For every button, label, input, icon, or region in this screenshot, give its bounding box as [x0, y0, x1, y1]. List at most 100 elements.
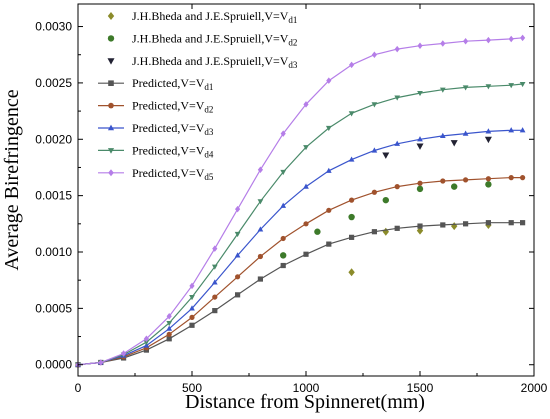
data-point [417, 136, 423, 142]
data-point [382, 196, 389, 204]
data-point [349, 197, 355, 203]
data-point [212, 308, 218, 314]
data-point [371, 189, 377, 195]
data-point [326, 77, 332, 84]
data-point [325, 167, 332, 173]
data-point [508, 83, 515, 89]
x-tick-label: 0 [75, 381, 82, 395]
legend-item: Predicted,V=Vd5 [98, 166, 214, 182]
data-point [371, 51, 377, 58]
legend-marker [108, 102, 114, 109]
data-point [348, 213, 355, 221]
data-point [519, 81, 526, 88]
data-point [234, 231, 241, 238]
legend-label: J.H.Bheda and J.E.Spruiell,V=Vd1 [132, 9, 297, 25]
data-point [234, 252, 241, 258]
data-point [166, 331, 172, 337]
data-point [348, 156, 355, 162]
data-point [508, 35, 514, 43]
legend-marker [108, 169, 114, 177]
data-point [211, 279, 218, 285]
data-point [235, 205, 241, 213]
series-experimental-d2 [280, 181, 492, 259]
data-point [325, 125, 332, 132]
legend-item: J.H.Bheda and J.E.Spruiell,V=Vd3 [107, 54, 298, 70]
data-point [280, 235, 286, 242]
y-tick-label: 0.0025 [35, 76, 72, 90]
data-point [280, 202, 287, 208]
data-point [485, 220, 491, 226]
data-point [394, 225, 400, 231]
legend-marker [107, 124, 115, 131]
data-point [280, 262, 286, 269]
x-tick-label: 500 [182, 381, 202, 395]
data-point [143, 335, 149, 343]
series-predicted-d3 [75, 127, 526, 367]
data-point [416, 143, 424, 150]
data-point [348, 268, 355, 277]
y-axis-title: Average Birefringence [1, 89, 23, 270]
plot-area [78, 4, 534, 376]
data-point [257, 276, 263, 282]
data-point [462, 85, 469, 91]
legend-item: Predicted,V=Vd2 [98, 99, 213, 115]
data-point [348, 111, 355, 117]
series-predicted-d5 [75, 34, 526, 368]
data-point [166, 313, 172, 320]
data-point [417, 90, 423, 97]
data-point [462, 130, 469, 136]
data-point [508, 175, 514, 181]
y-tick-label: 0.0000 [35, 358, 72, 372]
data-point [520, 175, 526, 181]
data-point [257, 226, 264, 232]
legend-marker [107, 58, 115, 65]
legend-item: Predicted,V=Vd1 [98, 76, 213, 92]
data-point [520, 220, 526, 226]
legend-label: Predicted,V=Vd2 [132, 99, 213, 115]
data-point [235, 292, 241, 298]
data-point [394, 45, 400, 53]
data-point [417, 223, 423, 229]
data-point [235, 274, 241, 280]
data-point [484, 136, 492, 144]
legend-label: J.H.Bheda and J.E.Spruiell,V=Vd2 [132, 31, 297, 47]
plot-background [78, 4, 534, 376]
data-point [189, 305, 195, 311]
legend-item: Predicted,V=Vd4 [98, 143, 214, 159]
data-point [394, 184, 400, 190]
data-point [451, 183, 458, 190]
data-point [508, 127, 515, 133]
data-point [508, 220, 514, 226]
data-point [520, 34, 526, 42]
legend-label: Predicted,V=Vd5 [132, 166, 214, 182]
data-point [485, 181, 492, 188]
legend-label: Predicted,V=Vd1 [132, 76, 213, 92]
data-point [485, 36, 491, 44]
data-point [189, 322, 195, 328]
axes-layer: 0 500 1000 1500 2000 0.0000 0.0005 0.0010 0.0015… [35, 3, 548, 395]
data-point [450, 140, 458, 147]
data-point [303, 251, 309, 257]
data-point [189, 282, 195, 290]
legend-label: Predicted,V=Vd3 [132, 121, 214, 137]
legend-label: J.H.Bheda and J.E.Spruiell,V=Vd3 [132, 54, 298, 70]
data-point [439, 132, 446, 138]
data-point [166, 336, 172, 342]
y-tick-label: 0.0010 [35, 245, 72, 259]
data-point [326, 207, 332, 213]
data-point [211, 264, 218, 270]
y-tick-label: 0.0030 [35, 20, 72, 34]
data-point [485, 84, 492, 90]
data-point [303, 183, 309, 189]
data-point [519, 127, 526, 133]
data-point [439, 87, 446, 93]
legend-marker [108, 80, 114, 86]
data-point [280, 169, 287, 176]
y-tick-label: 0.0020 [35, 132, 72, 146]
data-point [143, 340, 150, 346]
data-point [416, 185, 424, 193]
data-point [257, 253, 263, 260]
x-tick-label: 2000 [521, 381, 548, 395]
data-point [280, 130, 286, 137]
data-point [326, 241, 332, 247]
